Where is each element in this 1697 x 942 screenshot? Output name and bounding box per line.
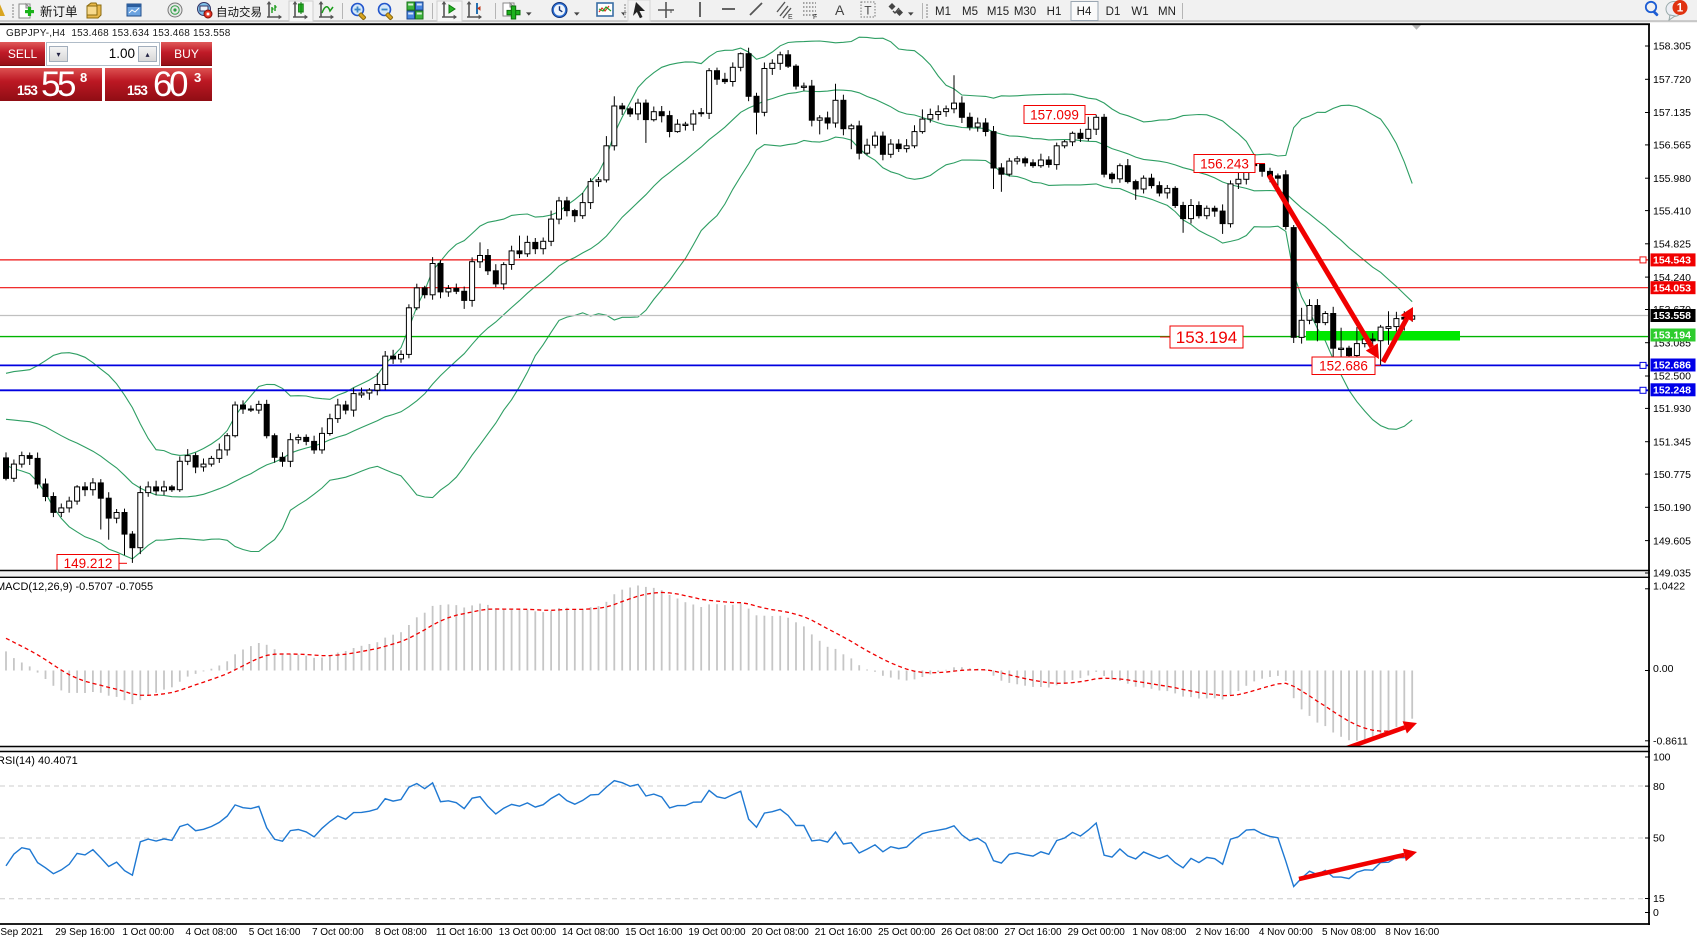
svg-text:157.720: 157.720: [1653, 74, 1691, 86]
svg-text:2 Nov 16:00: 2 Nov 16:00: [1196, 927, 1250, 938]
svg-text:153.558: 153.558: [1653, 310, 1691, 322]
svg-text:149.605: 149.605: [1653, 535, 1691, 547]
svg-text:157.135: 157.135: [1653, 107, 1691, 119]
svg-text:155.410: 155.410: [1653, 205, 1691, 217]
svg-text:D1: D1: [1106, 6, 1121, 18]
svg-text:152.686: 152.686: [1319, 359, 1368, 374]
svg-text:M5: M5: [962, 6, 978, 18]
svg-text:RSI(14) 40.4071: RSI(14) 40.4071: [0, 755, 78, 767]
svg-text:156.565: 156.565: [1653, 140, 1691, 152]
svg-text:4 Nov 00:00: 4 Nov 00:00: [1259, 927, 1313, 938]
svg-text:29 Sep 16:00: 29 Sep 16:00: [55, 927, 115, 938]
svg-text:W1: W1: [1131, 6, 1148, 18]
svg-text:80: 80: [1653, 781, 1665, 793]
svg-text:H1: H1: [1047, 6, 1062, 18]
svg-text:154.240: 154.240: [1653, 272, 1691, 284]
svg-text:155.980: 155.980: [1653, 173, 1691, 185]
svg-text:M15: M15: [987, 6, 1009, 18]
svg-text:152.248: 152.248: [1653, 385, 1691, 397]
svg-text:19 Oct 00:00: 19 Oct 00:00: [688, 927, 746, 938]
svg-text:1 Oct 00:00: 1 Oct 00:00: [122, 927, 174, 938]
svg-text:M30: M30: [1014, 6, 1036, 18]
svg-text:149.212: 149.212: [64, 556, 113, 571]
svg-text:A: A: [835, 2, 845, 18]
svg-text:156.243: 156.243: [1200, 156, 1249, 171]
svg-text:-0.8611: -0.8611: [1653, 736, 1688, 748]
svg-text:158.305: 158.305: [1653, 41, 1691, 53]
svg-text:E: E: [788, 14, 793, 21]
svg-text:13 Oct 00:00: 13 Oct 00:00: [499, 927, 557, 938]
svg-text:20 Oct 08:00: 20 Oct 08:00: [752, 927, 810, 938]
svg-text:0: 0: [1653, 907, 1659, 919]
svg-text:151.930: 151.930: [1653, 403, 1691, 415]
svg-text:H4: H4: [1077, 6, 1092, 18]
svg-text:29 Oct 00:00: 29 Oct 00:00: [1068, 927, 1126, 938]
svg-text:8 Nov 16:00: 8 Nov 16:00: [1385, 927, 1439, 938]
svg-text:152.500: 152.500: [1653, 371, 1691, 383]
svg-text:154.543: 154.543: [1653, 255, 1691, 267]
svg-text:7 Oct 00:00: 7 Oct 00:00: [312, 927, 364, 938]
svg-text:M1: M1: [935, 6, 951, 18]
svg-text:MACD(12,26,9) -0.5707 -0.7055: MACD(12,26,9) -0.5707 -0.7055: [0, 581, 153, 593]
svg-text:153.194: 153.194: [1176, 328, 1237, 347]
svg-text:MN: MN: [1158, 6, 1176, 18]
svg-text:0.00: 0.00: [1653, 663, 1674, 675]
svg-text:Sep 2021: Sep 2021: [0, 927, 43, 938]
svg-text:F: F: [813, 14, 817, 21]
svg-text:149.035: 149.035: [1653, 568, 1691, 580]
svg-text:14 Oct 08:00: 14 Oct 08:00: [562, 927, 620, 938]
svg-text:153.194: 153.194: [1653, 330, 1691, 342]
svg-text:自动交易: 自动交易: [216, 5, 262, 19]
svg-text:150.775: 150.775: [1653, 469, 1691, 481]
svg-text:5 Oct 16:00: 5 Oct 16:00: [249, 927, 301, 938]
svg-text:50: 50: [1653, 833, 1665, 845]
svg-text:152.686: 152.686: [1653, 360, 1691, 372]
svg-text:154.825: 154.825: [1653, 239, 1691, 251]
svg-text:150.190: 150.190: [1653, 502, 1691, 514]
svg-text:11 Oct 16:00: 11 Oct 16:00: [436, 927, 493, 938]
svg-text:26 Oct 08:00: 26 Oct 08:00: [941, 927, 999, 938]
svg-text:8 Oct 08:00: 8 Oct 08:00: [375, 927, 427, 938]
svg-text:25 Oct 00:00: 25 Oct 00:00: [878, 927, 936, 938]
svg-text:27 Oct 16:00: 27 Oct 16:00: [1004, 927, 1062, 938]
svg-text:15 Oct 16:00: 15 Oct 16:00: [625, 927, 683, 938]
svg-text:1: 1: [1677, 3, 1684, 15]
svg-text:151.345: 151.345: [1653, 436, 1691, 448]
svg-text:新订单: 新订单: [40, 4, 78, 19]
svg-text:1.0422: 1.0422: [1653, 581, 1685, 593]
svg-text:4 Oct 08:00: 4 Oct 08:00: [186, 927, 238, 938]
svg-text:157.099: 157.099: [1030, 107, 1079, 122]
svg-text:154.053: 154.053: [1653, 282, 1691, 294]
svg-text:T: T: [864, 4, 872, 18]
svg-text:15: 15: [1653, 893, 1665, 905]
svg-text:21 Oct 16:00: 21 Oct 16:00: [815, 927, 873, 938]
svg-text:100: 100: [1653, 752, 1671, 764]
svg-text:5 Nov 08:00: 5 Nov 08:00: [1322, 927, 1376, 938]
svg-text:1 Nov 08:00: 1 Nov 08:00: [1132, 927, 1186, 938]
